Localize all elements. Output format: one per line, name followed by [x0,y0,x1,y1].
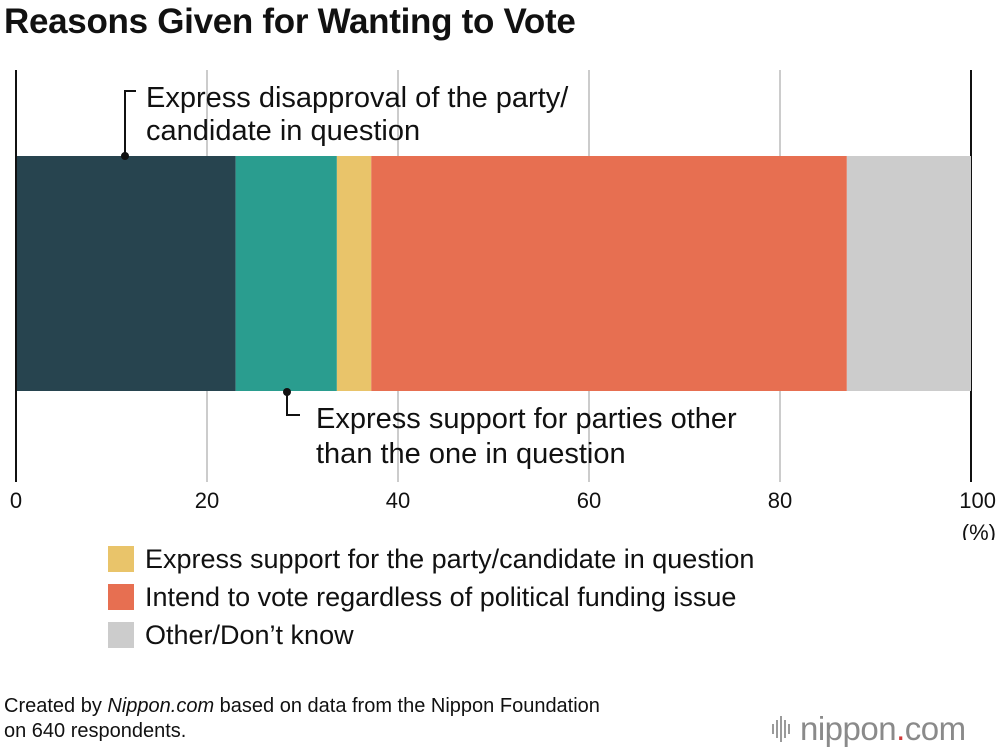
logo-bars-icon [772,714,792,744]
legend-swatch-gray [108,622,134,648]
x-tick-label-40: 40 [386,488,410,513]
source-suffix: based on data from the Nippon Foundation [214,695,600,717]
annotation-text-line-2: than the one in question [316,438,626,470]
source-line-1: Created by Nippon.com based on data from… [4,694,600,719]
x-tick-label-0: 0 [10,488,22,513]
legend: Express support for the party/candidate … [108,540,754,654]
x-tick-labels: 0 20 40 60 80 100 [10,488,996,513]
annotation-text-line-1: Express disapproval of the party/ [146,82,569,114]
annotation-disapproval: Express disapproval of the party/ candid… [121,82,569,160]
bar-segment-3 [336,156,372,391]
legend-label: Intend to vote regardless of political f… [145,581,737,612]
legend-item-other: Other/Don’t know [108,616,754,654]
bar-segment-4 [371,156,847,391]
legend-item-support-party: Express support for the party/candidate … [108,540,754,578]
stacked-bar-chart: 0 20 40 60 80 100 (%) Express disapproval of … [10,70,996,540]
logo-wordmark: nippon.com [800,710,966,747]
bar-segment-5 [846,156,971,391]
bar-segment-1 [16,156,236,391]
source-line-2: on 640 respondents. [4,720,187,742]
annotation-leader-line [124,90,136,156]
legend-item-vote-regardless: Intend to vote regardless of political f… [108,578,754,616]
annotation-text-line-1: Express support for parties other [316,403,737,435]
legend-swatch-orange [108,584,134,610]
bar-segments [16,156,971,391]
annotation-support-others: Express support for parties other than t… [283,388,737,470]
x-tick-label-100: 100 [959,488,996,513]
legend-swatch-yellow [108,546,134,572]
legend-label: Other/Don’t know [145,619,354,650]
annotation-text-line-2: candidate in question [146,115,420,147]
x-tick-label-60: 60 [577,488,601,513]
source-note: Created by Nippon.com based on data from… [4,694,600,744]
bar-segment-2 [235,156,337,391]
x-tick-label-20: 20 [195,488,219,513]
x-tick-label-80: 80 [768,488,792,513]
source-site-name: Nippon.com [107,695,215,717]
nippon-logo: nippon.com [772,710,966,748]
source-prefix: Created by [4,695,108,717]
x-axis-unit: (%) [962,520,996,540]
legend-label: Express support for the party/candidate … [145,543,755,574]
annotation-leader-line [286,392,300,416]
chart-title: Reasons Given for Wanting to Vote [4,2,576,41]
